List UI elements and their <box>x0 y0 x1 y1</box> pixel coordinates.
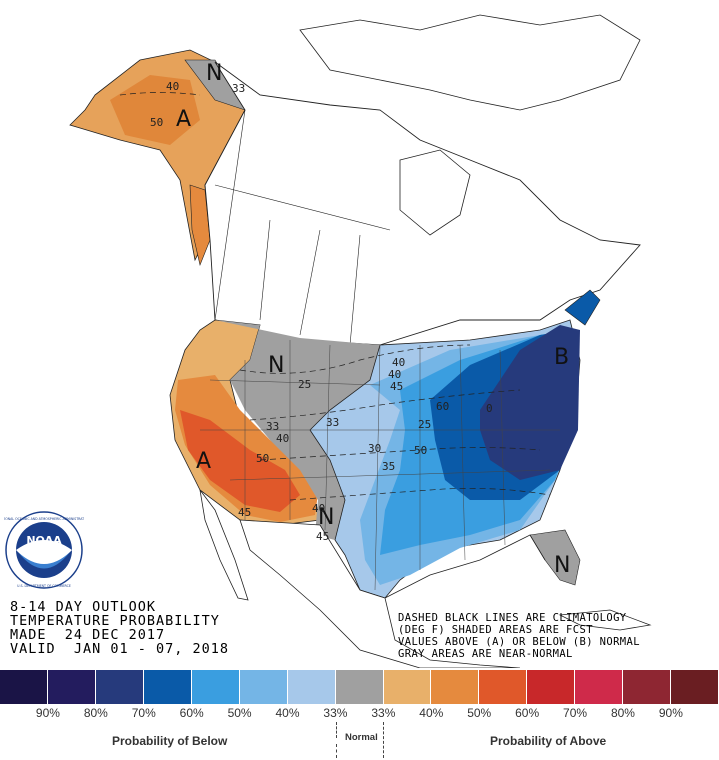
prov-line <box>299 229 321 336</box>
normal-caption: Normal <box>345 732 378 743</box>
contour-label: 30 <box>368 442 381 455</box>
legend-swatch <box>671 670 719 704</box>
conus-west-dark-orange <box>180 410 300 512</box>
east-blue-70 <box>480 325 580 480</box>
contour-label: 33 <box>266 420 279 433</box>
outlook-title-block: 8-14 DAY OUTLOOK TEMPERATURE PROBABILITY M… <box>10 600 229 656</box>
legend-percent-label: 40% <box>275 706 300 720</box>
cuba <box>558 609 652 631</box>
region-letter-west-a: A <box>196 449 211 474</box>
contour-label: 40 <box>388 368 401 381</box>
prov-line <box>259 219 271 321</box>
noaa-logo: NOAA NATIONAL OCEANIC AND ATMOSPHERIC AD… <box>4 511 84 589</box>
normal-divider-left-lower <box>336 744 338 758</box>
legend-swatch <box>143 670 192 704</box>
contour-label: 0 <box>486 402 493 415</box>
legend-swatch <box>239 670 288 704</box>
legend-swatch <box>575 670 624 704</box>
legend-percent-label: 70% <box>563 706 588 720</box>
ak-se-panhandle <box>189 184 211 267</box>
legend-percent-label: 60% <box>515 706 540 720</box>
contour-label: 25 <box>418 418 431 431</box>
legend-percent-labels: 90% 80% 70% 60% 50% 40% 33% 33% 40% 50% 60% 70% 80% 9… <box>0 706 719 722</box>
note-line-1: DASHED BLACK LINES ARE CLIMATOLOGY <box>398 612 627 624</box>
region-letter-alaska-a: A <box>176 107 191 132</box>
svg-text:U.S. DEPARTMENT OF COMMERCE: U.S. DEPARTMENT OF COMMERCE <box>17 584 71 588</box>
prov-line <box>214 109 246 321</box>
legend-swatch <box>287 670 336 704</box>
outlook-map: A N A N N B N 40 33 50 25 33 40 50 33 40… <box>69 14 652 668</box>
legend-swatch <box>47 670 96 704</box>
climatology-lines <box>119 92 551 501</box>
legend-percent-label: 60% <box>179 706 204 720</box>
legend-percent-label: 50% <box>227 706 252 720</box>
probability-above-caption: Probability of Above <box>490 734 607 748</box>
mexico-landmass <box>239 519 521 668</box>
gulf-coast <box>384 534 546 599</box>
legend-swatch <box>431 670 480 704</box>
region-letter-nrock-n: N <box>268 353 284 378</box>
title-line-2: TEMPERATURE PROBABILITY <box>10 613 220 629</box>
canada-arctic-islands <box>299 14 641 111</box>
contour-label: 45 <box>238 506 251 519</box>
contour-label: 33 <box>326 416 339 429</box>
legend-percent-label: 80% <box>83 706 108 720</box>
legend-swatch <box>527 670 576 704</box>
contour-label: 33 <box>232 82 245 95</box>
prov-line <box>349 234 361 346</box>
region-letter-sw-n: N <box>318 505 334 530</box>
title-line-4: VALID JAN 01 - 07, 2018 <box>10 641 230 657</box>
legend-percent-label: 33% <box>323 706 348 720</box>
legend-swatch <box>623 670 672 704</box>
contour-label: 35 <box>382 460 395 473</box>
legend-swatch <box>383 670 432 704</box>
legend-swatch <box>0 670 48 704</box>
contour-label: 45 <box>390 380 403 393</box>
hudson-bay <box>399 149 471 236</box>
contour-label: 60 <box>436 400 449 413</box>
title-line-3: MADE 24 DEC 2017 <box>10 627 166 643</box>
baja <box>199 489 249 601</box>
maine-blue <box>564 289 601 326</box>
noaa-logo-text: NOAA <box>26 534 62 547</box>
region-letter-alaska-n: N <box>206 61 222 86</box>
prov-line <box>214 184 391 231</box>
legend-swatch <box>479 670 528 704</box>
contour-label: 50 <box>150 116 163 129</box>
alaska-near-normal <box>184 59 246 111</box>
contour-label: 50 <box>414 444 427 457</box>
legend-notes: DASHED BLACK LINES ARE CLIMATOLOGY (DEG F… <box>398 612 640 660</box>
normal-divider-left <box>336 722 338 738</box>
contour-label: 25 <box>298 378 311 391</box>
state-lines <box>200 340 560 591</box>
legend-percent-label: 80% <box>610 706 635 720</box>
contour-label: 40 <box>276 432 289 445</box>
legend-swatch <box>95 670 144 704</box>
contour-label: 45 <box>316 530 329 543</box>
alaska-darker-zone <box>110 75 200 145</box>
title-line-1: 8-14 DAY OUTLOOK <box>10 599 157 615</box>
legend-swatch <box>335 670 384 704</box>
note-line-3: VALUES ABOVE (A) OR BELOW (B) NORMAL <box>398 636 640 648</box>
legend-percent-label: 70% <box>131 706 156 720</box>
contour-label: 50 <box>256 452 269 465</box>
legend-percent-label: 90% <box>658 706 683 720</box>
region-letter-fl-n: N <box>554 553 570 578</box>
svg-text:NATIONAL OCEANIC AND ATMOSPHER: NATIONAL OCEANIC AND ATMOSPHERIC ADMINIS… <box>4 517 84 521</box>
legend-color-bar <box>0 670 719 704</box>
legend-swatch <box>191 670 240 704</box>
contour-label: 40 <box>392 356 405 369</box>
legend-percent-label: 90% <box>35 706 60 720</box>
legend-percent-label: 40% <box>419 706 444 720</box>
normal-divider-right <box>383 722 385 758</box>
contour-label: 40 <box>312 502 325 515</box>
note-line-2: (DEG F) SHADED AREAS ARE FCST <box>398 624 593 636</box>
probability-below-caption: Probability of Below <box>112 734 228 748</box>
contour-label: 40 <box>166 80 179 93</box>
legend-percent-label: 50% <box>467 706 492 720</box>
legend-percent-label: 33% <box>371 706 396 720</box>
note-line-4: GRAY AREAS ARE NEAR-NORMAL <box>398 648 573 660</box>
region-letter-east-b: B <box>554 345 569 370</box>
